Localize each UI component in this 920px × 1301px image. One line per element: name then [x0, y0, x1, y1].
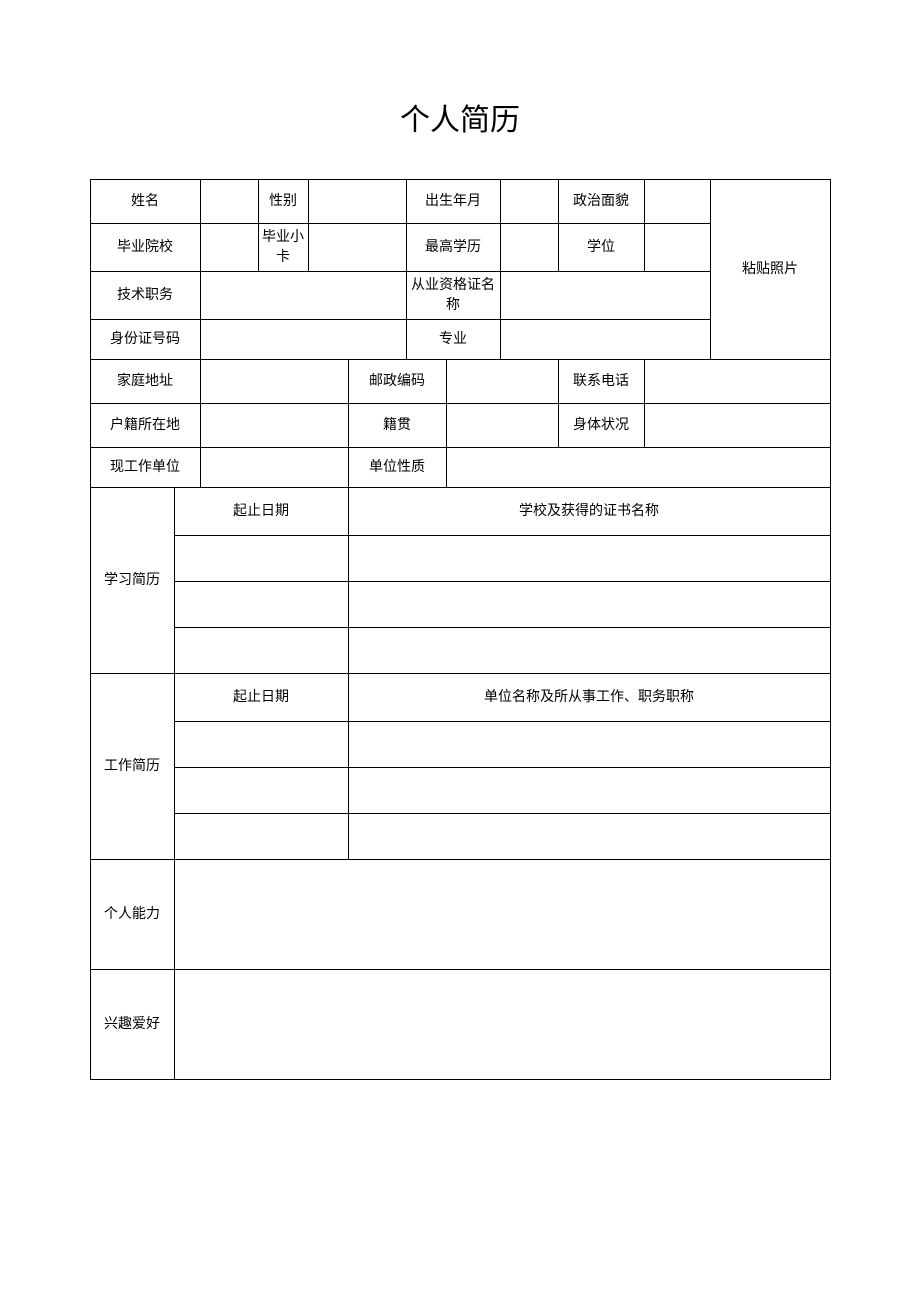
label-political: 政治面貌 [558, 180, 644, 224]
cell-edu-date-3 [174, 628, 348, 674]
label-education: 最高学历 [406, 224, 500, 272]
cell-certname [500, 272, 710, 320]
label-postcode: 邮政编码 [348, 360, 446, 404]
label-phone: 联系电话 [558, 360, 644, 404]
label-photo: 粘贴照片 [710, 180, 830, 360]
cell-work-detail-2 [348, 768, 830, 814]
cell-nativeplace [446, 404, 558, 448]
cell-edu-date-2 [174, 582, 348, 628]
label-degree: 学位 [558, 224, 644, 272]
cell-education [500, 224, 558, 272]
cell-school [200, 224, 258, 272]
label-birth: 出生年月 [406, 180, 500, 224]
cell-hukou [200, 404, 348, 448]
cell-workunit [200, 448, 348, 488]
label-hukou: 户籍所在地 [90, 404, 200, 448]
cell-phone [644, 360, 830, 404]
resume-table: 姓名 性别 出生年月 政治面貌 粘贴照片 毕业院校 毕业小卡 最高学历 学位 技… [90, 179, 831, 1080]
label-idnum: 身份证号码 [90, 320, 200, 360]
label-school: 毕业院校 [90, 224, 200, 272]
label-ability: 个人能力 [90, 860, 174, 970]
label-workunit: 现工作单位 [90, 448, 200, 488]
label-gradcard: 毕业小卡 [258, 224, 308, 272]
cell-edu-date-1 [174, 536, 348, 582]
cell-unittype [446, 448, 830, 488]
cell-work-date-3 [174, 814, 348, 860]
cell-work-date-2 [174, 768, 348, 814]
label-nativeplace: 籍贯 [348, 404, 446, 448]
cell-name [200, 180, 258, 224]
cell-birth [500, 180, 558, 224]
cell-work-detail-3 [348, 814, 830, 860]
label-certname: 从业资格证名称 [406, 272, 500, 320]
label-edu-daterange: 起止日期 [174, 488, 348, 536]
label-unittype: 单位性质 [348, 448, 446, 488]
label-name: 姓名 [90, 180, 200, 224]
label-edu-detail: 学校及获得的证书名称 [348, 488, 830, 536]
label-techpost: 技术职务 [90, 272, 200, 320]
cell-edu-detail-3 [348, 628, 830, 674]
cell-gender [308, 180, 406, 224]
cell-hobby [174, 970, 830, 1080]
label-gender: 性别 [258, 180, 308, 224]
cell-work-detail-1 [348, 722, 830, 768]
cell-degree [644, 224, 710, 272]
label-homeaddr: 家庭地址 [90, 360, 200, 404]
cell-work-date-1 [174, 722, 348, 768]
label-edu-history: 学习简历 [90, 488, 174, 674]
cell-techpost [200, 272, 406, 320]
cell-ability [174, 860, 830, 970]
cell-major [500, 320, 710, 360]
label-work-history: 工作简历 [90, 674, 174, 860]
label-health: 身体状况 [558, 404, 644, 448]
cell-gradcard [308, 224, 406, 272]
label-work-daterange: 起止日期 [174, 674, 348, 722]
cell-edu-detail-1 [348, 536, 830, 582]
page-title: 个人简历 [0, 0, 920, 179]
cell-postcode [446, 360, 558, 404]
label-hobby: 兴趣爱好 [90, 970, 174, 1080]
label-work-detail: 单位名称及所从事工作、职务职称 [348, 674, 830, 722]
cell-idnum [200, 320, 406, 360]
cell-homeaddr [200, 360, 348, 404]
label-major: 专业 [406, 320, 500, 360]
cell-edu-detail-2 [348, 582, 830, 628]
cell-political [644, 180, 710, 224]
cell-health [644, 404, 830, 448]
